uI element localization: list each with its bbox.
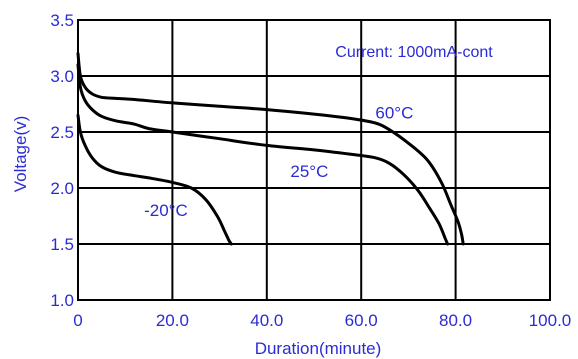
series-line-60c (76, 52, 465, 246)
x-tick-label: 0 (73, 311, 82, 330)
y-tick-label: 3.5 (50, 11, 74, 30)
series-label--20c: -20°C (144, 201, 188, 220)
series-label-60c: 60°C (375, 104, 413, 123)
tick-layer: 0 20.0 40.0 60.0 80.0 100.0 1.0 1.5 2.0 2.5 3.0 3.5 (50, 11, 571, 330)
x-tick-label: 40.0 (250, 311, 283, 330)
y-tick-label: 2.5 (50, 123, 74, 142)
series-line-25c (76, 63, 450, 246)
y-tick-label: 1.0 (50, 291, 74, 310)
y-tick-label: 2.0 (50, 179, 74, 198)
x-tick-label: 100.0 (529, 311, 572, 330)
y-tick-label: 3.0 (50, 67, 74, 86)
x-axis-label: Duration(minute) (255, 339, 382, 358)
label-layer: 60°C 25°C -20°C (144, 104, 413, 220)
plot-frame (77, 19, 551, 301)
y-axis-label: Voltage(v) (11, 116, 30, 193)
y-tick-label: 1.5 (50, 235, 74, 254)
x-tick-label: 20.0 (156, 311, 189, 330)
x-tick-label: 60.0 (345, 311, 378, 330)
series-line--20c (76, 113, 233, 246)
current-annotation: Current: 1000mA-cont (335, 44, 493, 61)
curve-layer (76, 52, 465, 246)
grid-layer (77, 19, 551, 301)
x-tick-label: 80.0 (439, 311, 472, 330)
series-label-25c: 25°C (290, 162, 328, 181)
